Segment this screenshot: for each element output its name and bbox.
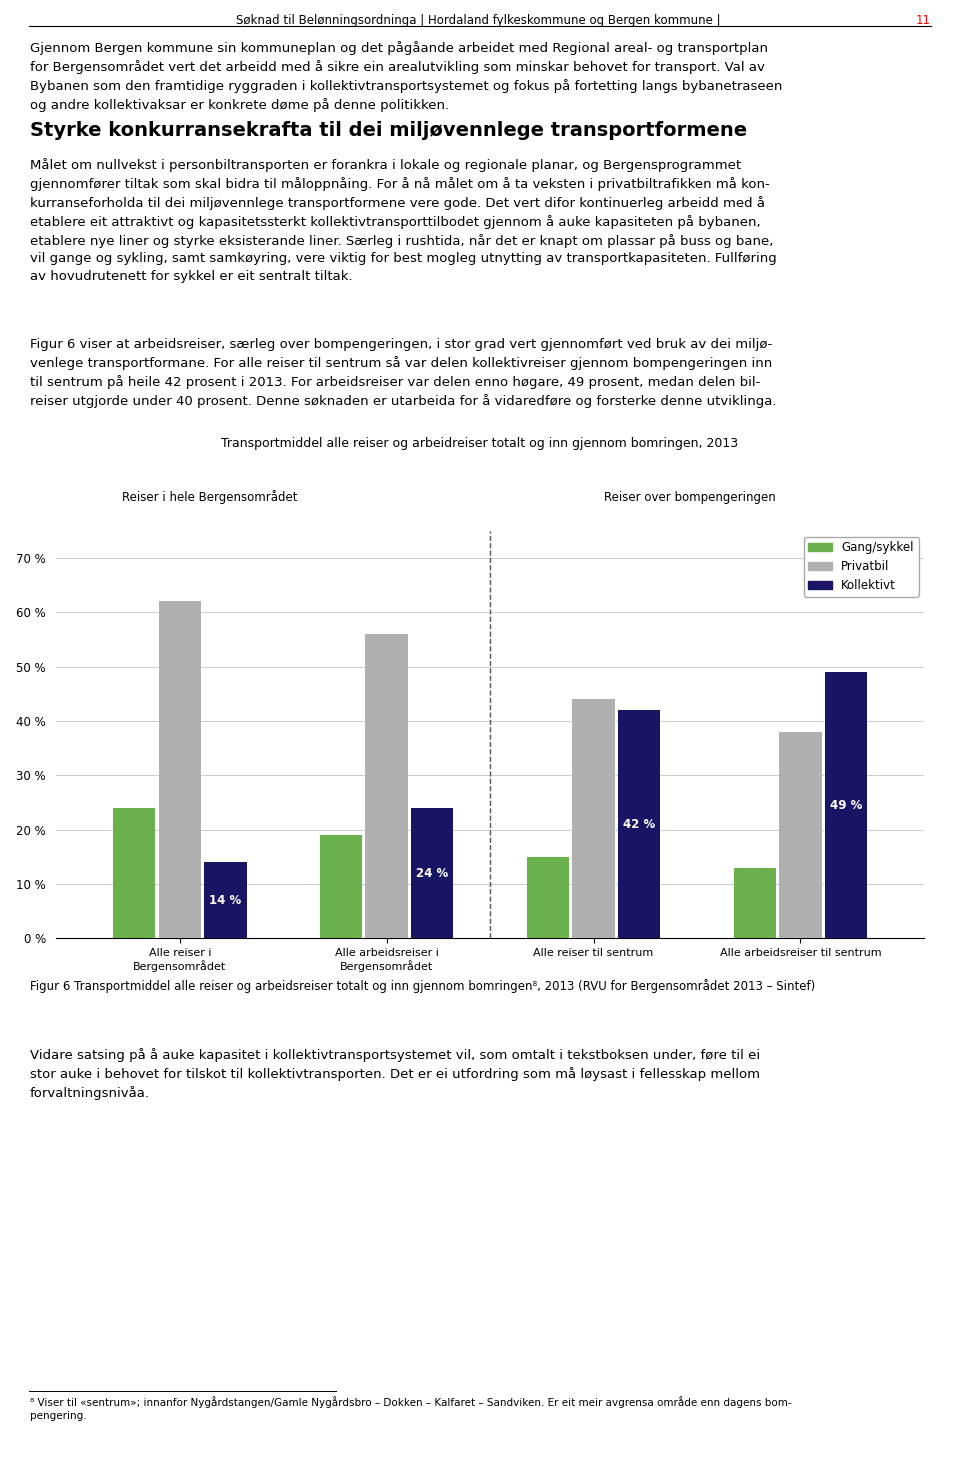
- Text: Figur 6 Transportmiddel alle reiser og arbeidsreiser totalt og inn gjennom bomri: Figur 6 Transportmiddel alle reiser og a…: [30, 979, 815, 994]
- Bar: [780, 732, 822, 938]
- Text: Målet om nullvekst i personbiltransporten er forankra i lokale og regionale plan: Målet om nullvekst i personbiltransporte…: [30, 158, 777, 283]
- Text: Styrke konkurransekrafta til dei miljøvennlege transportformene: Styrke konkurransekrafta til dei miljøve…: [30, 122, 747, 139]
- Bar: [733, 868, 776, 938]
- Legend: Gang/sykkel, Privatbil, Kollektivt: Gang/sykkel, Privatbil, Kollektivt: [804, 537, 919, 597]
- Bar: [158, 601, 201, 938]
- Text: ⁸ Viser til «sentrum»; innanfor Nygårdstangen/Gamle Nygårdsbro – Dokken – Kalfar: ⁸ Viser til «sentrum»; innanfor Nygårdst…: [30, 1396, 792, 1421]
- Bar: [527, 856, 569, 938]
- Text: Figur 6 viser at arbeidsreiser, særleg over bompengeringen, i stor grad vert gje: Figur 6 viser at arbeidsreiser, særleg o…: [30, 339, 777, 408]
- Bar: [618, 710, 660, 938]
- Text: 11: 11: [916, 15, 931, 26]
- Text: Transportmiddel alle reiser og arbeidreiser totalt og inn gjennom bomringen, 201: Transportmiddel alle reiser og arbeidrei…: [222, 437, 738, 450]
- Bar: [366, 633, 408, 938]
- Text: Søknad til Belønningsordninga | Hordaland fylkeskommune og Bergen kommune |: Søknad til Belønningsordninga | Hordalan…: [236, 15, 724, 26]
- Bar: [320, 836, 362, 938]
- Text: Reiser i hele Bergensområdet: Reiser i hele Bergensområdet: [122, 490, 298, 504]
- Bar: [572, 699, 614, 938]
- Bar: [204, 862, 247, 938]
- Text: Reiser over bompengeringen: Reiser over bompengeringen: [604, 491, 776, 504]
- Text: 49 %: 49 %: [829, 799, 862, 812]
- Bar: [411, 808, 453, 938]
- Bar: [825, 671, 867, 938]
- Text: 14 %: 14 %: [209, 894, 241, 906]
- Bar: [113, 808, 156, 938]
- Text: Gjennom Bergen kommune sin kommuneplan og det pågåande arbeidet med Regional are: Gjennom Bergen kommune sin kommuneplan o…: [30, 41, 782, 111]
- Text: 24 %: 24 %: [416, 866, 448, 880]
- Text: Vidare satsing på å auke kapasitet i kollektivtransportsystemet vil, som omtalt : Vidare satsing på å auke kapasitet i kol…: [30, 1048, 760, 1100]
- Text: 42 %: 42 %: [623, 818, 655, 831]
